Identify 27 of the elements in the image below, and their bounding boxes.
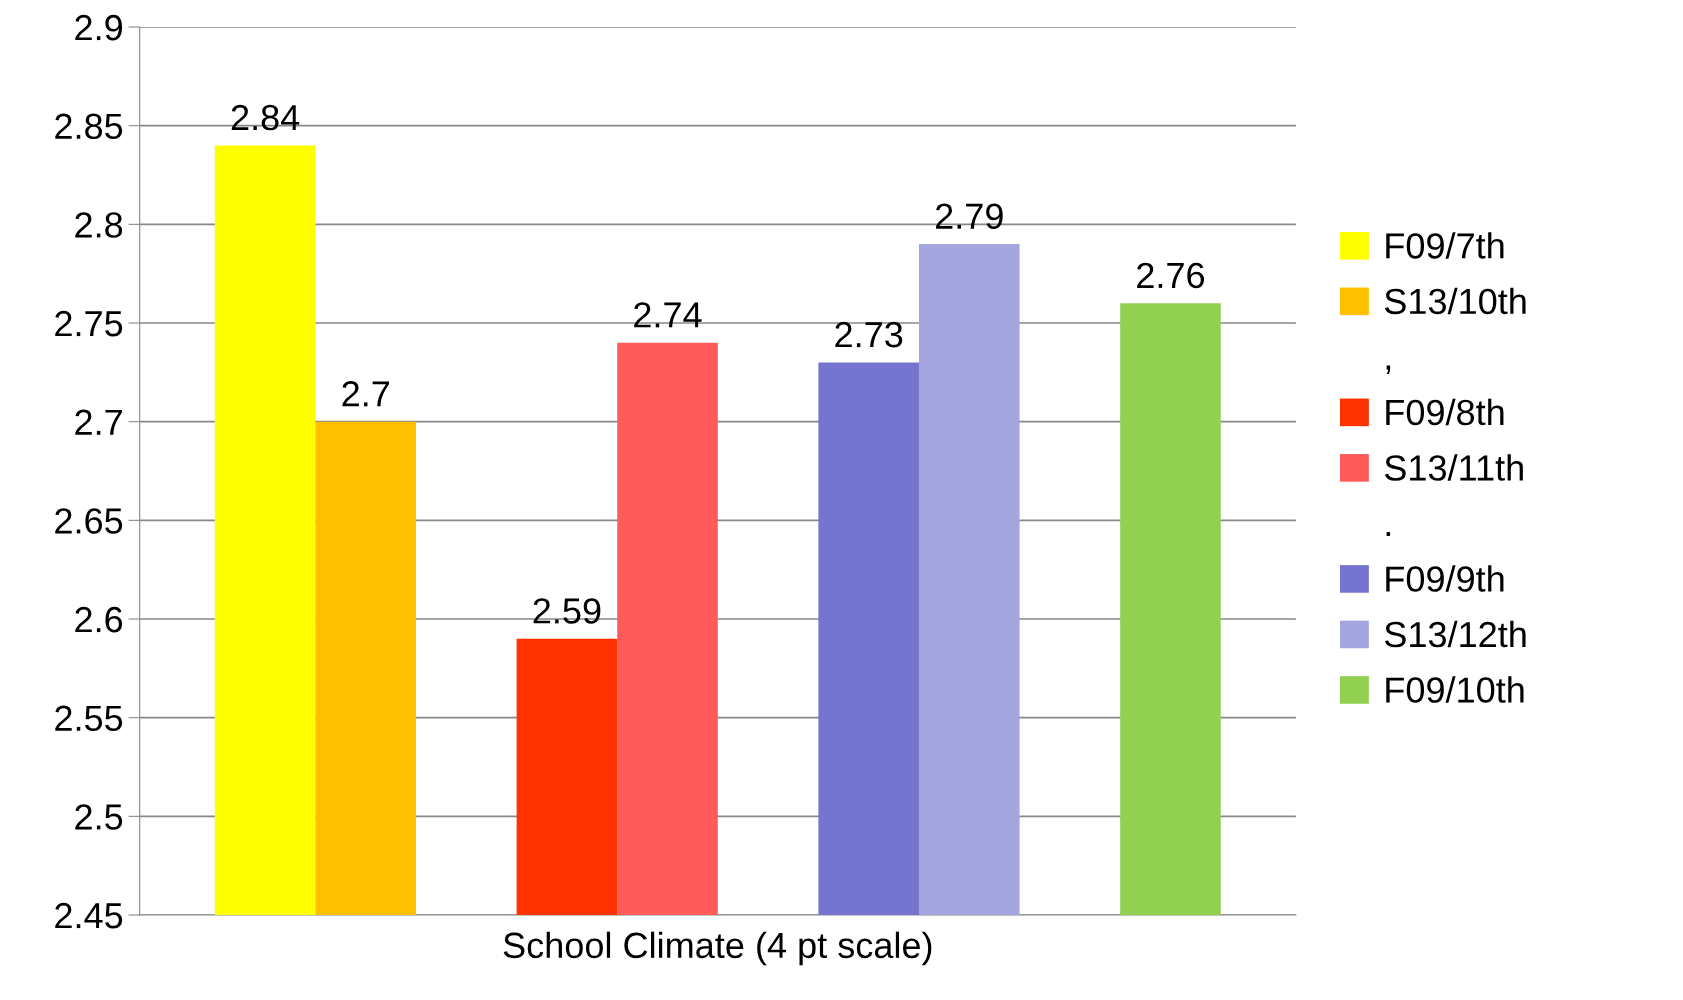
legend-label: S13/12th xyxy=(1384,620,1526,648)
y-tick-label: 2.45 xyxy=(55,902,123,929)
y-tick-label: 2.85 xyxy=(55,113,123,140)
legend-label: F09/9th xyxy=(1386,565,1504,592)
data-label: 2.79 xyxy=(935,203,1003,230)
data-label: 2.59 xyxy=(533,598,601,624)
legend-label: F09/10th xyxy=(1386,676,1524,703)
y-tick-label: 2.65 xyxy=(55,508,123,534)
data-label: 2.74 xyxy=(634,302,702,328)
y-tick-label: 2.5 xyxy=(75,804,123,830)
legend-label: F09/8th xyxy=(1386,398,1504,426)
legend-label: S13/10th xyxy=(1384,287,1526,315)
data-label: 2.7 xyxy=(342,381,390,407)
data-label: 2.76 xyxy=(1137,262,1205,289)
y-tick-label: 2.6 xyxy=(75,606,123,633)
text: , xyxy=(1386,365,1391,375)
y-tick-label: 2.9 xyxy=(75,14,123,41)
legend-label: F09/7th xyxy=(1386,232,1504,259)
y-tick-label: 2.55 xyxy=(55,705,123,732)
legend-label: S13/11th xyxy=(1384,454,1523,481)
text: . xyxy=(1386,532,1391,536)
data-label: 2.84 xyxy=(231,104,300,131)
y-tick-label: 2.75 xyxy=(55,310,123,337)
y-tick-label: 2.8 xyxy=(75,212,123,238)
data-label: 2.73 xyxy=(835,321,903,348)
x-tick-label: School Climate (4 pt scale) xyxy=(503,931,932,966)
y-tick-label: 2.7 xyxy=(75,409,122,435)
